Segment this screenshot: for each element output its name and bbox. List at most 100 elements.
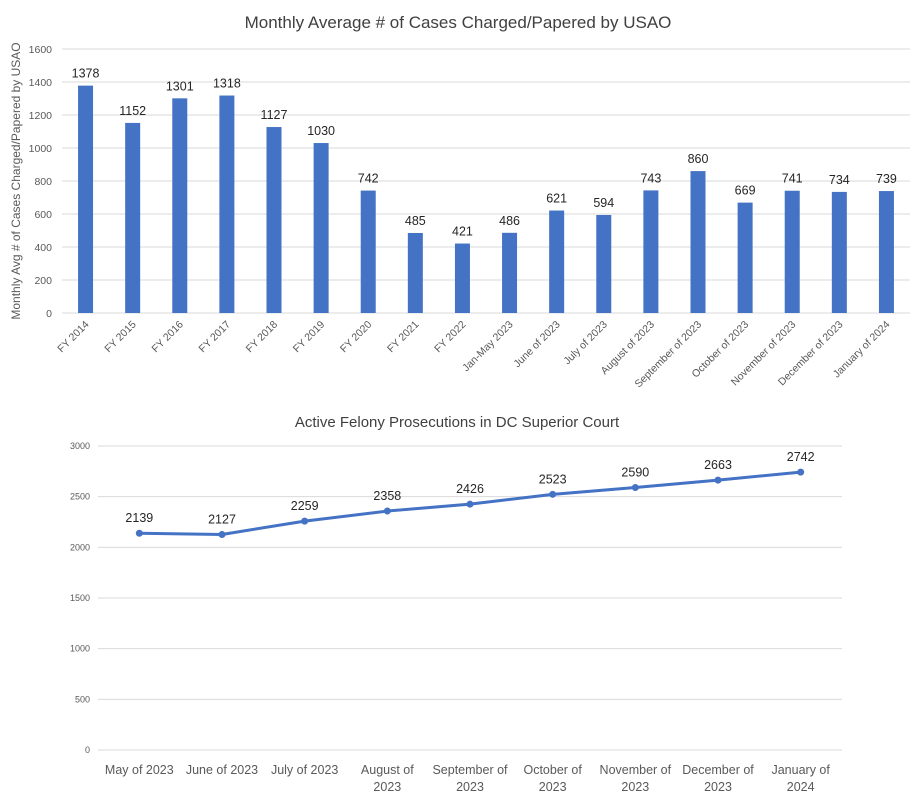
x-tick-label: 2023 [456,780,484,794]
bar [313,143,329,313]
bar [125,122,141,313]
bar [454,243,470,313]
bar-value-label: 1127 [261,108,288,122]
bar-chart-cases-charged: Monthly Average # of Cases Charged/Paper… [9,13,910,390]
y-tick-label: 2500 [70,492,90,502]
bar-value-label: 734 [829,173,850,187]
bar [596,214,612,313]
point-value-label: 2127 [208,512,236,526]
x-tick-label: 2023 [373,780,401,794]
y-tick-label: 2000 [70,542,90,552]
bar-value-label: 1030 [307,124,335,138]
data-point [301,517,309,525]
point-value-label: 2358 [373,489,401,503]
data-point [135,529,143,537]
bar [878,191,894,313]
point-value-label: 2742 [787,450,815,464]
y-axis-label: Monthly Avg # of Cases Charged/Papered b… [9,42,23,319]
bar [407,232,423,313]
x-tick-label: November of [600,763,672,777]
x-tick-label: FY 2020 [338,319,375,356]
y-tick-label: 1400 [29,77,53,89]
x-tick-label: Jan-May 2023 [460,319,516,375]
y-tick-label: 200 [34,275,52,287]
x-tick-label: July of 2023 [271,763,338,777]
x-tick-label: FY 2016 [149,319,186,356]
x-tick-label: FY 2021 [385,319,422,356]
x-tick-label: September of [432,763,508,777]
x-tick-label: January of [771,763,830,777]
bar [502,232,518,313]
data-point [797,468,805,476]
bar [784,190,800,313]
x-tick-label: June of 2023 [186,763,258,777]
bar [831,191,847,313]
bar-value-label: 621 [546,192,567,206]
x-tick-label: 2023 [704,780,732,794]
bar [360,190,376,313]
data-point [631,484,639,492]
x-tick-label: 2023 [539,780,567,794]
bar-value-label: 739 [876,172,897,186]
bar-value-label: 421 [452,225,473,239]
data-point [383,507,391,515]
y-tick-label: 800 [34,176,52,188]
y-tick-label: 0 [46,308,52,320]
point-value-label: 2259 [291,499,319,513]
bar [78,85,94,313]
x-tick-label: FY 2017 [197,319,234,356]
bar-value-label: 1301 [166,79,194,93]
bar-value-label: 860 [688,152,709,166]
data-point [714,476,722,484]
y-tick-label: 400 [34,242,52,254]
bar-value-label: 743 [640,171,661,185]
y-tick-label: 0 [85,745,90,755]
y-tick-label: 500 [75,694,90,704]
data-point [218,530,226,538]
y-tick-label: 1000 [70,644,90,654]
point-value-label: 2139 [125,511,153,525]
point-value-label: 2523 [539,472,567,486]
x-tick-label: May of 2023 [105,763,174,777]
y-tick-label: 600 [34,209,52,221]
y-tick-label: 1500 [70,593,90,603]
x-tick-label: July of 2023 [561,319,610,368]
bar-value-label: 594 [593,196,614,210]
point-value-label: 2590 [621,466,649,480]
data-point [466,500,474,508]
x-tick-label: 2024 [787,780,815,794]
x-tick-label: FY 2015 [102,319,139,356]
x-tick-label: FY 2018 [244,319,281,356]
x-tick-label: December of [682,763,754,777]
bar-value-label: 1318 [213,77,241,91]
bar [737,202,753,313]
bar [172,98,188,314]
y-tick-label: 1200 [29,110,53,122]
chart-title: Monthly Average # of Cases Charged/Paper… [245,13,672,32]
x-tick-label: October of [523,763,582,777]
x-tick-label: June of 2023 [511,319,563,371]
bar [266,127,282,313]
bar-value-label: 485 [405,214,426,228]
point-value-label: 2426 [456,482,484,496]
bar [690,171,706,313]
y-tick-label: 1600 [29,44,53,56]
bar-value-label: 742 [358,172,379,186]
bar-value-label: 1378 [72,67,100,81]
y-tick-label: 1000 [29,143,53,155]
bar-value-label: 669 [735,184,756,198]
bar [219,95,235,313]
bar [643,190,659,313]
x-tick-label: FY 2019 [291,319,328,356]
x-tick-label: FY 2014 [55,319,92,356]
y-tick-label: 3000 [70,441,90,451]
line-chart-felony-prosecutions: Active Felony Prosecutions in DC Superio… [70,414,842,794]
bar [549,210,565,313]
point-value-label: 2663 [704,458,732,472]
bar-value-label: 741 [782,172,803,186]
x-tick-label: FY 2022 [432,319,469,356]
bar-value-label: 486 [499,214,520,228]
chart-title: Active Felony Prosecutions in DC Superio… [295,414,620,431]
bar-value-label: 1152 [119,104,146,118]
